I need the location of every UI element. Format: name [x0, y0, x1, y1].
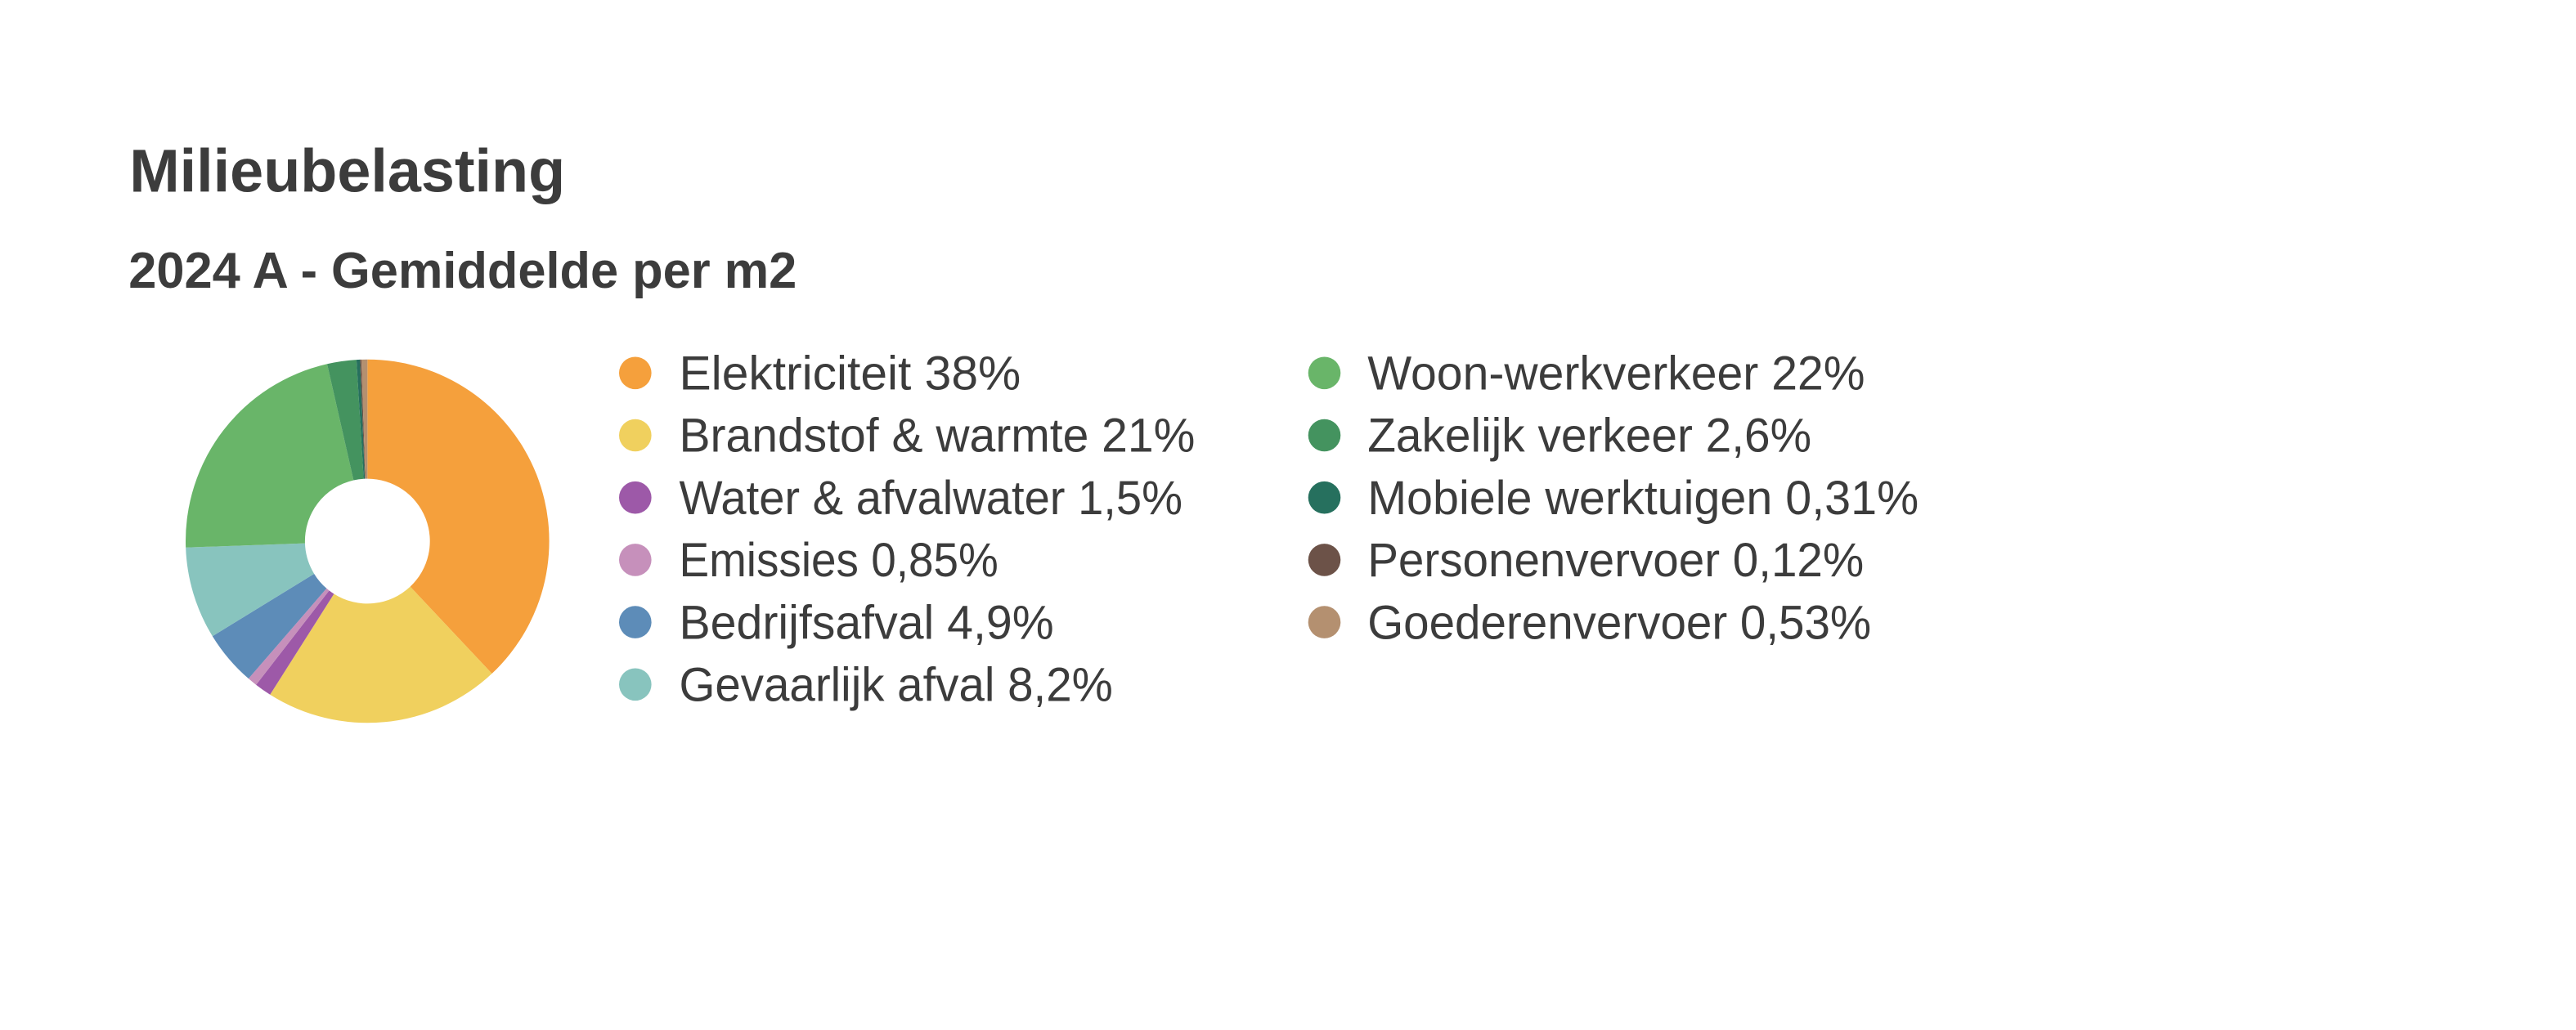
- svg-text:Brandstof & warmte 21%: Brandstof & warmte 21%: [680, 410, 1196, 463]
- svg-text:Woon-werkverkeer 22%: Woon-werkverkeer 22%: [1367, 347, 1865, 401]
- svg-text:Goederenvervoer 0,53%: Goederenvervoer 0,53%: [1367, 596, 1871, 649]
- svg-text:Personenvervoer 0,12%: Personenvervoer 0,12%: [1367, 534, 1864, 587]
- svg-text:Emissies 0,85%: Emissies 0,85%: [680, 534, 999, 587]
- svg-text:Zakelijk verkeer 2,6%: Zakelijk verkeer 2,6%: [1367, 410, 1811, 463]
- svg-text:Bedrijfsafval 4,9%: Bedrijfsafval 4,9%: [680, 596, 1054, 649]
- svg-text:Mobiele werktuigen 0,31%: Mobiele werktuigen 0,31%: [1367, 472, 1919, 525]
- svg-text:2024 A - Gemiddelde per m2: 2024 A - Gemiddelde per m2: [128, 242, 797, 299]
- svg-text:Gevaarlijk afval 8,2%: Gevaarlijk afval 8,2%: [680, 659, 1113, 712]
- svg-text:Water & afvalwater 1,5%: Water & afvalwater 1,5%: [680, 472, 1183, 525]
- svg-text:Milieubelasting: Milieubelasting: [129, 137, 565, 204]
- svg-text:Elektriciteit 38%: Elektriciteit 38%: [680, 347, 1021, 401]
